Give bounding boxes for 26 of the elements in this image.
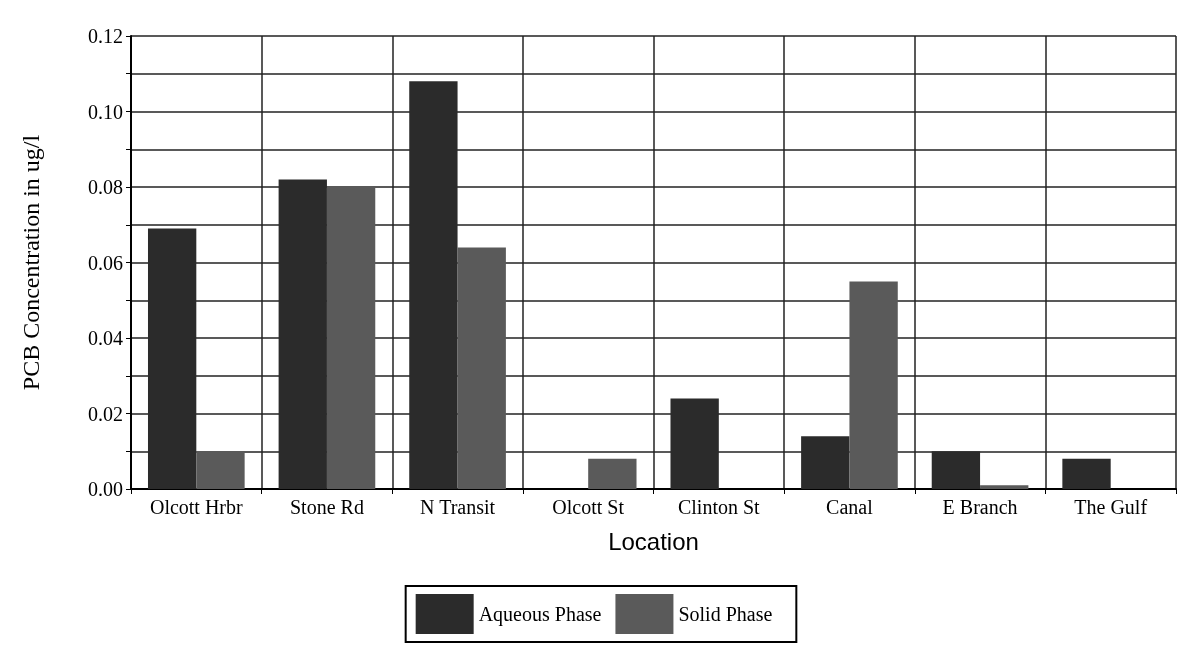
x-axis-title: Location [608, 527, 699, 555]
x-tick-label: Canal [826, 496, 874, 518]
x-tick-label: N Transit [420, 496, 496, 518]
bar [196, 451, 245, 489]
bar [1062, 458, 1111, 489]
y-tick-label: 0.10 [88, 100, 123, 123]
y-tick-label: 0.08 [88, 176, 123, 198]
y-tick-label: 0.06 [88, 251, 123, 274]
y-axis-title: PCB Concentration in ug/l [18, 134, 44, 391]
bar [326, 187, 376, 489]
y-tick-label: 0.12 [88, 25, 123, 47]
legend-label: Aqueous Phase [478, 603, 602, 626]
legend-label: Solid Phase [678, 603, 773, 625]
bar [849, 281, 898, 489]
x-tick-label: The Gulf [1074, 496, 1148, 518]
bar [457, 247, 506, 489]
y-tick-label: 0.04 [88, 327, 123, 349]
y-tick-label: 0.00 [88, 478, 123, 500]
bar [980, 485, 1029, 489]
x-tick-label: Olcott Hrbr [149, 496, 244, 518]
x-tick-label: Clinton St [677, 496, 761, 518]
x-tick-label: E Branch [942, 496, 1018, 518]
x-tick-label: Stone Rd [289, 496, 364, 518]
x-tick-label: Olcott St [552, 496, 625, 518]
y-tick-label: 0.02 [88, 402, 123, 425]
bar [588, 458, 637, 489]
